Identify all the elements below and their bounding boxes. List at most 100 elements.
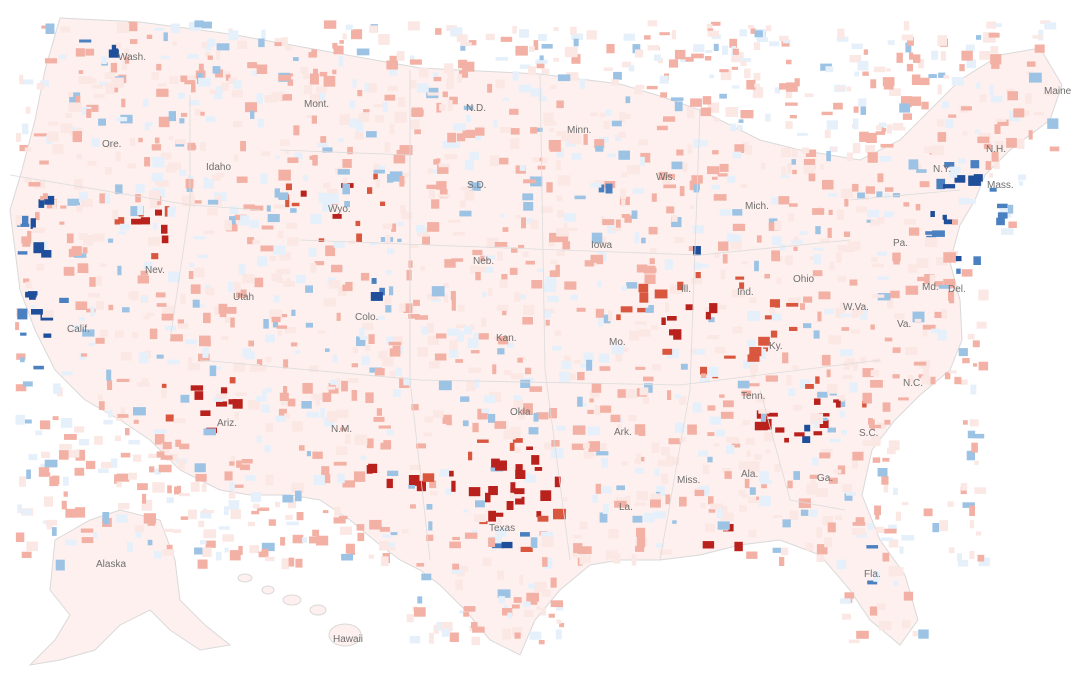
- county-patch: [460, 396, 470, 402]
- county-patch: [621, 286, 627, 291]
- county-patch: [384, 296, 392, 305]
- county-patch: [543, 557, 553, 569]
- county-patch: [495, 157, 509, 165]
- county-patch: [389, 123, 395, 135]
- county-patch: [720, 411, 734, 419]
- county-patch: [357, 89, 363, 97]
- county-patch: [332, 354, 338, 363]
- county-patch: [942, 101, 949, 109]
- county-patch: [40, 420, 51, 430]
- county-patch: [157, 83, 167, 87]
- county-patch: [907, 375, 914, 383]
- county-patch: [526, 592, 539, 602]
- county-patch: [233, 362, 246, 372]
- county-patch: [75, 449, 86, 461]
- county-patch: [734, 541, 743, 552]
- county-patch: [447, 132, 456, 143]
- county-patch: [653, 511, 666, 519]
- county-patch: [144, 157, 151, 167]
- county-patch: [537, 268, 544, 273]
- county-patch: [970, 384, 977, 395]
- county-patch: [603, 314, 611, 324]
- county-patch: [312, 154, 318, 166]
- county-patch: [943, 75, 950, 79]
- county-patch: [384, 94, 396, 101]
- county-patch: [852, 451, 864, 461]
- county-patch: [315, 395, 320, 406]
- county-patch: [638, 430, 646, 436]
- county-patch: [427, 168, 433, 174]
- county-patch: [178, 459, 186, 470]
- county-patch: [60, 418, 73, 428]
- county-patch: [74, 426, 85, 433]
- county-patch: [463, 509, 469, 513]
- county-patch: [533, 412, 539, 422]
- county-patch: [23, 278, 30, 283]
- county-patch: [278, 408, 287, 417]
- county-patch: [420, 266, 425, 272]
- county-patch: [306, 115, 314, 119]
- county-patch: [937, 35, 947, 46]
- county-patch: [366, 131, 377, 138]
- county-patch: [997, 212, 1008, 219]
- county-patch: [852, 118, 859, 130]
- county-patch: [278, 91, 284, 95]
- county-patch: [207, 199, 219, 205]
- county-patch: [117, 22, 130, 33]
- county-patch: [46, 522, 53, 530]
- county-patch: [621, 199, 626, 207]
- county-patch: [481, 408, 490, 414]
- county-patch: [632, 188, 645, 194]
- county-patch: [918, 629, 929, 639]
- county-patch: [584, 260, 594, 267]
- county-patch: [262, 390, 268, 396]
- county-patch: [130, 138, 135, 146]
- county-patch: [519, 165, 526, 171]
- county-patch: [339, 40, 344, 44]
- county-patch: [184, 79, 196, 85]
- county-patch: [118, 231, 127, 235]
- county-patch: [375, 179, 381, 188]
- county-patch: [170, 23, 180, 33]
- county-patch: [659, 75, 669, 84]
- county-patch: [17, 308, 28, 320]
- county-patch: [339, 515, 348, 520]
- county-patch: [533, 40, 539, 50]
- county-patch: [530, 176, 543, 187]
- county-patch: [660, 92, 668, 98]
- county-patch: [415, 225, 425, 233]
- county-patch: [787, 163, 792, 174]
- county-patch: [67, 198, 80, 206]
- county-patch: [456, 331, 464, 342]
- county-patch: [296, 274, 306, 284]
- county-patch: [544, 121, 557, 126]
- county-patch: [65, 508, 77, 518]
- county-patch: [842, 613, 851, 620]
- county-patch: [42, 310, 54, 318]
- county-patch: [534, 467, 543, 471]
- county-patch: [659, 32, 670, 36]
- county-patch: [149, 328, 158, 340]
- county-patch: [617, 389, 630, 398]
- county-patch: [704, 56, 712, 61]
- county-patch: [89, 277, 96, 287]
- county-patch: [599, 236, 607, 247]
- county-patch: [747, 461, 760, 472]
- county-patch: [651, 193, 657, 202]
- state-label-me: Maine: [1044, 86, 1072, 97]
- county-patch: [587, 453, 599, 457]
- county-patch: [966, 450, 975, 461]
- county-patch: [515, 447, 521, 453]
- county-patch: [275, 415, 286, 422]
- county-patch: [338, 56, 344, 67]
- county-patch: [437, 165, 449, 174]
- county-patch: [386, 478, 393, 489]
- county-patch: [90, 306, 95, 317]
- county-patch: [813, 254, 822, 265]
- county-patch: [512, 438, 523, 443]
- county-patch: [143, 261, 153, 270]
- county-patch: [228, 399, 237, 405]
- county-patch: [654, 289, 668, 299]
- county-patch: [634, 424, 646, 435]
- county-patch: [956, 268, 961, 274]
